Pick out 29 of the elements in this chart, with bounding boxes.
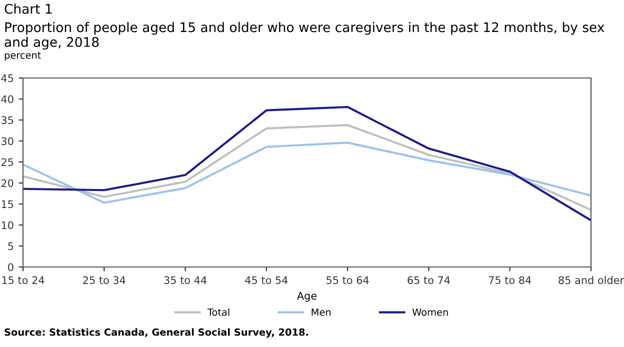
- line-series: [23, 142, 591, 204]
- y-tick-label: 30: [2, 137, 14, 146]
- x-tick-label: 75 to 84: [488, 276, 532, 284]
- y-tick-label: 40: [1, 95, 14, 104]
- x-tick-label: 15 to 24: [2, 276, 44, 284]
- chart-title: Chart 1: [4, 4, 52, 14]
- y-tick-label: 20: [1, 179, 14, 188]
- chart-subtitle: Proportion of people aged 15 and older who were caregivers in the past 12 months, by sex and age, 2018: [4, 22, 604, 50]
- x-tick-label: 35 to 44: [164, 276, 206, 284]
- legend-label: Women: [412, 308, 448, 316]
- legend-label: Men: [312, 308, 331, 316]
- source-note: Source: Statistics Canada, General Social Survey, 2018.: [4, 328, 308, 338]
- line-series: [23, 124, 591, 211]
- legend-label: Total: [207, 308, 230, 316]
- x-tick-label: 45 to 54: [245, 276, 288, 284]
- x-tick-label: 55 to 64: [326, 276, 369, 284]
- y-tick-label: 25: [1, 158, 14, 166]
- y-tick-label: 5: [8, 242, 14, 250]
- line-series: [23, 106, 591, 222]
- y-tick-label: 15: [2, 200, 14, 208]
- x-tick-label: 85 and older: [558, 276, 624, 284]
- x-tick-label: 65 to 74: [408, 276, 450, 284]
- y-axis-title: percent: [4, 52, 41, 61]
- y-tick-label: 35: [2, 116, 14, 124]
- x-tick-label: 25 to 34: [83, 276, 126, 284]
- y-tick-label: 10: [2, 221, 14, 230]
- y-tick-label: 45: [1, 74, 14, 82]
- x-axis-title: Age: [297, 292, 317, 302]
- y-tick-label: 0: [8, 263, 14, 272]
